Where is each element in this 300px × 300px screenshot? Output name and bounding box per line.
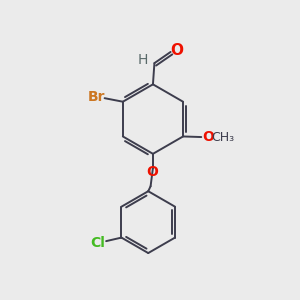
Text: O: O: [146, 165, 158, 179]
Text: Br: Br: [88, 90, 105, 104]
Text: Cl: Cl: [91, 236, 105, 250]
Text: H: H: [138, 53, 148, 67]
Text: O: O: [171, 43, 184, 58]
Text: CH₃: CH₃: [211, 130, 234, 143]
Text: O: O: [202, 130, 214, 144]
